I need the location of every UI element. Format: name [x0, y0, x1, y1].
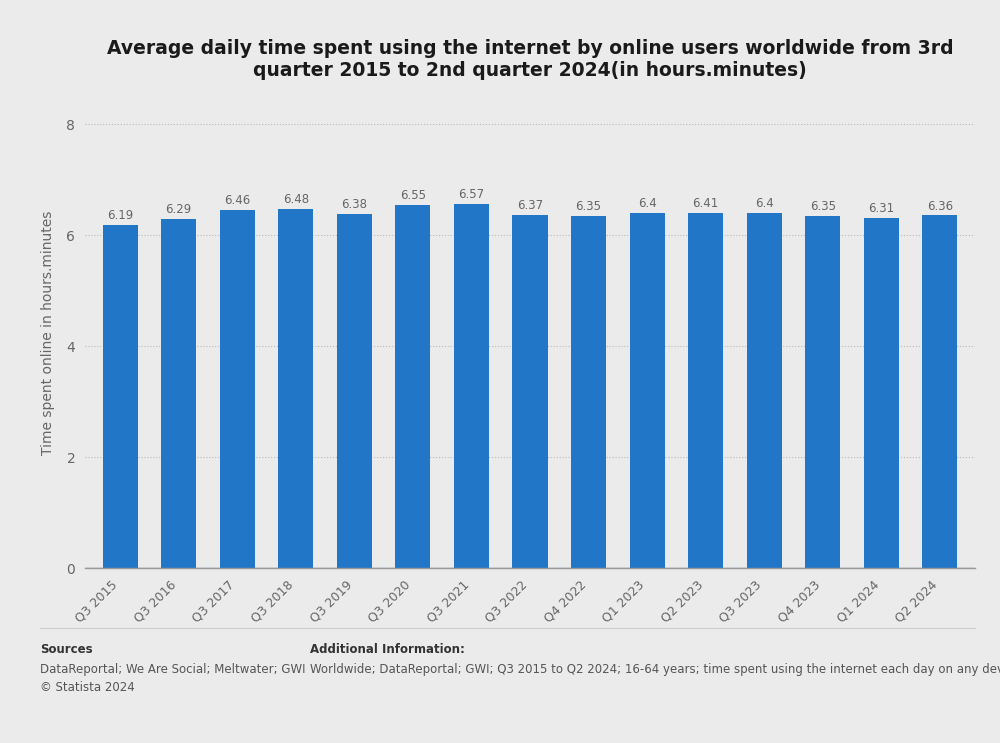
Text: 6.4: 6.4: [755, 198, 774, 210]
Bar: [161, 219, 196, 568]
Text: 6.46: 6.46: [224, 194, 250, 207]
Text: 6.38: 6.38: [341, 198, 367, 212]
Bar: [512, 215, 548, 568]
Text: 6.36: 6.36: [927, 200, 953, 212]
Text: 6.37: 6.37: [517, 199, 543, 212]
Text: 6.35: 6.35: [810, 200, 836, 213]
Bar: [922, 215, 957, 568]
Text: 6.31: 6.31: [868, 202, 894, 215]
Text: 6.57: 6.57: [458, 188, 485, 201]
Text: 6.19: 6.19: [107, 209, 133, 222]
Bar: [630, 213, 665, 568]
Y-axis label: Time spent online in hours.minutes: Time spent online in hours.minutes: [41, 210, 55, 455]
Bar: [220, 210, 255, 568]
Text: Worldwide; DataReportal; GWI; Q3 2015 to Q2 2024; 16-64 years; time spent using : Worldwide; DataReportal; GWI; Q3 2015 to…: [310, 663, 1000, 675]
Text: 6.4: 6.4: [638, 198, 656, 210]
Bar: [864, 218, 899, 568]
Bar: [395, 205, 430, 568]
Text: 6.35: 6.35: [576, 200, 602, 213]
Bar: [454, 204, 489, 568]
Bar: [747, 213, 782, 568]
Bar: [805, 216, 840, 568]
Bar: [571, 216, 606, 568]
Title: Average daily time spent using the internet by online users worldwide from 3rd
q: Average daily time spent using the inter…: [107, 39, 953, 80]
Text: 6.41: 6.41: [693, 197, 719, 210]
Bar: [103, 225, 138, 568]
Text: 6.48: 6.48: [283, 193, 309, 206]
Text: 6.29: 6.29: [166, 204, 192, 216]
Bar: [337, 214, 372, 568]
Bar: [688, 212, 723, 568]
Bar: [278, 209, 313, 568]
Text: 6.55: 6.55: [400, 189, 426, 202]
Text: Additional Information:: Additional Information:: [310, 643, 465, 655]
Text: Sources: Sources: [40, 643, 93, 655]
Text: DataReportal; We Are Social; Meltwater; GWI
© Statista 2024: DataReportal; We Are Social; Meltwater; …: [40, 663, 306, 694]
